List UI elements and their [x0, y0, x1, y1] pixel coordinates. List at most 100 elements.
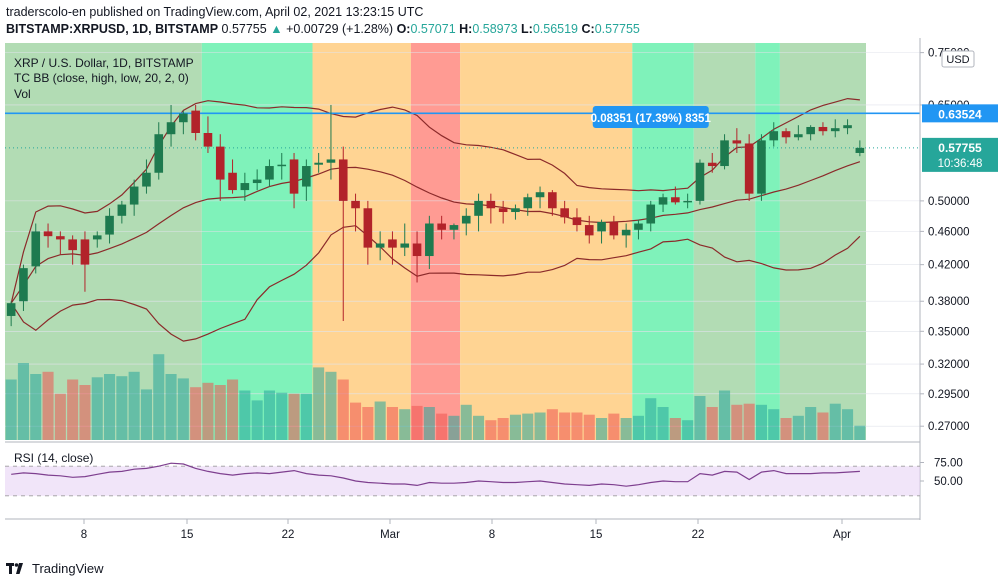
currency-badge-text: USD — [946, 54, 969, 66]
volume-bar-30 — [374, 401, 386, 440]
measure-label: 0.08351 (17.39%) 8351 — [591, 113, 712, 125]
candle-body-42 — [523, 197, 533, 209]
measure-label-box — [592, 106, 709, 128]
candle-body-37 — [461, 215, 471, 224]
price-axis[interactable]: 0.750000.650000.500000.460000.420000.380… — [919, 38, 970, 520]
candle-body-38 — [474, 200, 483, 216]
volume-bar-50 — [620, 418, 632, 440]
candle-body-49 — [609, 221, 619, 236]
volume-bar-65 — [805, 407, 817, 440]
footer: TradingView — [6, 558, 104, 578]
volume-bar-2 — [30, 374, 42, 440]
time-tick-label-0: 8 — [81, 529, 87, 541]
bb-lower-line — [10, 225, 861, 342]
volume-bar-37 — [460, 404, 472, 440]
volume-bar-38 — [473, 415, 485, 440]
candle-body-11 — [142, 172, 151, 187]
volume-bar-40 — [497, 418, 509, 440]
rsi-pane[interactable]: 75.00 50.00 — [5, 441, 963, 520]
rsi-tick-label-1: 50.00 — [934, 476, 963, 488]
volume-bar-52 — [645, 398, 657, 440]
candle-body-50 — [621, 229, 631, 236]
candle-body-15 — [191, 110, 200, 134]
symbol-line: BITSTAMP:XRPUSD, 1D, BITSTAMP 0.57755 ▲ … — [6, 21, 640, 38]
candle-body-26 — [326, 159, 336, 163]
candle-body-39 — [486, 200, 496, 209]
price-tick-label-6: 0.35000 — [928, 326, 970, 338]
currency-badge-box — [941, 50, 975, 68]
candle-body-9 — [117, 204, 127, 216]
candle-body-46 — [572, 217, 582, 226]
candle-body-65 — [806, 126, 815, 135]
time-tick-label-7: Apr — [833, 529, 851, 541]
volume-bar-63 — [780, 418, 792, 440]
color-band-7 — [755, 43, 780, 440]
candle-body-30 — [375, 243, 385, 248]
candle-body-22 — [277, 164, 287, 167]
volume-bar-1 — [17, 363, 29, 440]
chart-title: XRP / U.S. Dollar, 1D, BITSTAMP — [14, 56, 194, 70]
volume-bar-16 — [202, 382, 214, 440]
symbol: BITSTAMP:XRPUSD, 1D, BITSTAMP — [6, 22, 219, 36]
time-axis[interactable]: 8 15 22 Mar 8 15 22 Apr — [81, 519, 851, 541]
volume-bar-23 — [288, 393, 300, 440]
volume-bar-69 — [854, 425, 866, 440]
tradingview-brand: TradingView — [32, 560, 104, 576]
volume-bar-33 — [411, 405, 423, 440]
publisher-line: traderscolo-en published on TradingView.… — [6, 5, 424, 19]
volume-bar-35 — [436, 413, 448, 440]
volume-bar-45 — [559, 412, 571, 440]
bb-upper-line — [10, 97, 860, 304]
volume-bar-68 — [842, 409, 854, 440]
candle-body-45 — [560, 208, 569, 218]
candle-body-27 — [338, 159, 348, 201]
volume-bar-10 — [128, 371, 140, 440]
volume-bar-36 — [448, 415, 460, 440]
candle-body-56 — [695, 162, 705, 201]
candle-body-60 — [744, 143, 754, 194]
currency-badge[interactable]: USD — [941, 50, 975, 68]
time-tick-label-6: 22 — [692, 529, 705, 541]
volume-bar-26 — [325, 371, 337, 440]
candle-body-53 — [658, 197, 668, 205]
chart-header: traderscolo-en published on TradingView.… — [6, 4, 640, 38]
volume-bar-14 — [177, 378, 189, 440]
volume-bar-8 — [104, 374, 116, 440]
volume-bar-60 — [743, 403, 755, 440]
volume-bar-59 — [731, 404, 743, 440]
price-tick-label-4: 0.42000 — [928, 260, 970, 272]
price-tick-label-2: 0.50000 — [928, 196, 970, 208]
candle-body-14 — [179, 113, 188, 123]
close-value: 0.57755 — [594, 22, 640, 36]
volume-bar-12 — [153, 354, 165, 440]
candle-body-58 — [720, 140, 729, 167]
candle-body-55 — [683, 200, 692, 203]
volume-bar-43 — [534, 412, 546, 440]
tradingview-logo-icon — [6, 563, 23, 574]
measure-tool[interactable]: 0.08351 (17.39%) 8351 — [591, 106, 712, 128]
rsi-line — [11, 462, 860, 487]
bb-middle-line — [10, 161, 861, 304]
candle-body-61 — [757, 140, 766, 194]
candle-body-24 — [302, 166, 311, 187]
candle-body-28 — [351, 200, 360, 209]
candle-body-0 — [6, 303, 16, 316]
volume-bar-0 — [5, 379, 17, 440]
candle-body-23 — [289, 159, 299, 194]
candle-body-52 — [646, 204, 656, 224]
color-bands — [5, 43, 866, 440]
time-tick-label-3: Mar — [380, 529, 400, 541]
volume-bar-41 — [509, 414, 521, 440]
candle-body-47 — [584, 225, 594, 236]
volume-bar-17 — [214, 385, 226, 440]
volume-bars — [5, 354, 866, 440]
last-price-tag — [922, 137, 998, 172]
high-value: 0.58973 — [472, 22, 518, 36]
time-tick-label-4: 8 — [489, 529, 495, 541]
candle-body-29 — [363, 208, 373, 248]
close-label: C: — [581, 22, 595, 36]
price-change: +0.00729 (+1.28%) — [286, 22, 394, 36]
volume-bar-19 — [239, 390, 251, 440]
volume-bar-20 — [251, 400, 263, 440]
